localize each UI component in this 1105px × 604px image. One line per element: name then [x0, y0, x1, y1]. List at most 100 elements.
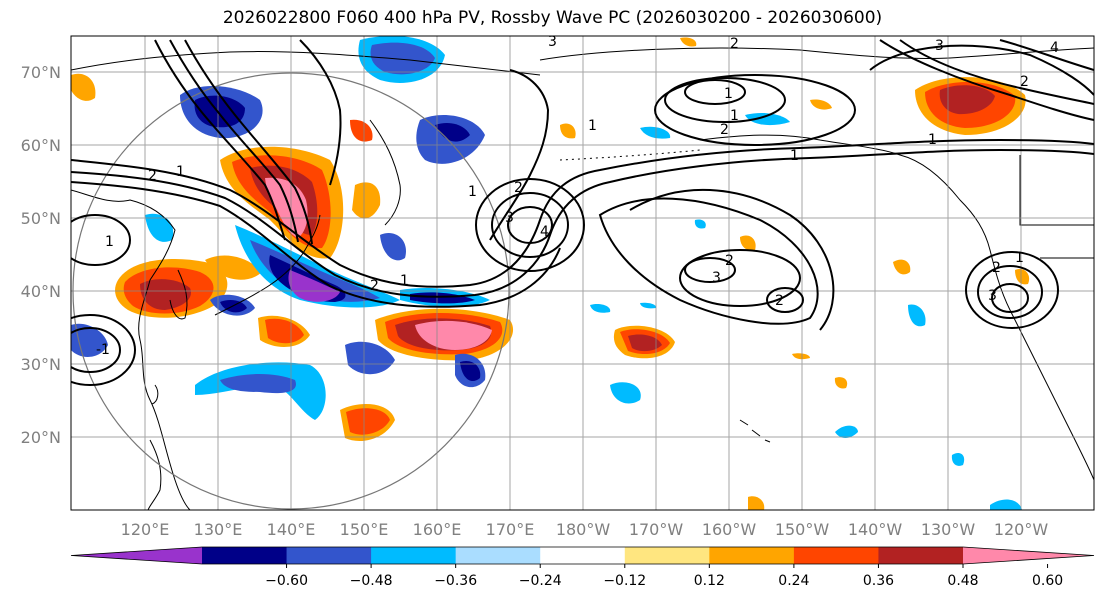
pv-anomaly-negative	[288, 270, 340, 302]
lat-tick-label: 60°N	[21, 136, 61, 155]
contour-closed	[71, 214, 131, 266]
pv-anomaly-negative	[640, 302, 657, 309]
contour-closed	[684, 257, 736, 283]
contour-label: -1	[96, 342, 110, 358]
pv-anomaly-positive	[740, 235, 756, 251]
colorbar-tick-label: 0.36	[863, 573, 894, 589]
pv-anomaly-negative	[345, 341, 395, 375]
contour-label: 2	[992, 260, 1001, 276]
colorbar-extend-min	[71, 547, 202, 564]
colorbar-segment	[540, 547, 626, 564]
contour-closed	[766, 287, 804, 313]
colorbar-tick-label: 0.60	[1032, 573, 1063, 589]
lon-tick-label: 130°E	[194, 520, 243, 539]
korea-coastline	[169, 269, 188, 320]
pv-anomaly-negative	[195, 362, 326, 420]
contour-label: 2	[725, 253, 734, 269]
lat-tick-label: 20°N	[21, 428, 61, 447]
contour-closed	[664, 77, 786, 123]
contour-label: 3	[505, 210, 514, 226]
lat-tick-label: 70°N	[21, 63, 61, 82]
colorbar-segment	[624, 547, 710, 564]
contour-closed	[679, 249, 801, 307]
contour-line	[899, 39, 1094, 105]
pv-anomaly-positive	[834, 377, 848, 389]
contour-line	[71, 148, 1094, 298]
contour-label: 2	[370, 278, 379, 294]
lat-tick-label: 40°N	[21, 282, 61, 301]
pv-anomaly-positive	[560, 123, 576, 139]
colorbar-tick-label: 0.12	[694, 573, 725, 589]
arctic-coastline	[539, 47, 1094, 61]
contour-closed	[977, 265, 1043, 319]
lat-tick-labels: 70°N 60°N 50°N 40°N 30°N 20°N	[21, 63, 61, 447]
contour-closed	[654, 74, 856, 146]
pv-anomaly-negative	[380, 232, 406, 261]
pv-anomaly-positive	[205, 255, 262, 280]
pv-anomaly-positive	[810, 99, 832, 110]
contour-label: 3	[988, 288, 997, 304]
range-circle	[72, 72, 510, 510]
colorbar-extend-max	[963, 547, 1094, 564]
figure-title: 2026022800 F060 400 hPa PV, Rossby Wave …	[222, 8, 883, 28]
contour-line	[629, 188, 835, 331]
pv-anomaly-positive	[893, 259, 911, 275]
contour-label: 2	[514, 180, 523, 196]
pv-anomaly-positive	[1015, 269, 1030, 285]
colorbar-tick-label: 0.48	[947, 573, 978, 589]
pv-anomaly-negative	[145, 213, 174, 242]
kamchatka-coastline	[369, 119, 401, 226]
contour-closed	[71, 327, 121, 373]
contour-closed	[965, 251, 1059, 329]
pv-anomaly-negative	[908, 304, 926, 327]
pv-anomaly-positive	[415, 320, 492, 350]
pv-anomaly-negative	[990, 499, 1022, 510]
lon-tick-labels: 120°E 130°E 140°E 150°E 160°E 170°E 180°…	[121, 520, 1049, 539]
colorbar-tick-label: −0.48	[350, 573, 393, 589]
contour-line	[184, 39, 313, 245]
contour-label: 3	[548, 34, 557, 50]
siberia-coastline	[71, 51, 541, 76]
pv-anomaly-positive	[140, 279, 191, 310]
colorbar-segment	[371, 547, 457, 564]
alaska-coastline	[699, 134, 1094, 481]
pv-anomaly-negative	[694, 219, 706, 229]
pv-anomaly-positive	[346, 408, 390, 435]
hawaii-islands	[739, 419, 771, 443]
contour-closed	[491, 192, 569, 258]
contour-closed	[991, 283, 1029, 313]
contour-label: 2	[148, 168, 157, 184]
lon-tick-label: 180°W	[556, 520, 611, 539]
contour-label: 1	[176, 164, 185, 180]
contour-closed	[507, 206, 553, 244]
colorbar-outline	[70, 546, 1095, 565]
colorbar-segment	[286, 547, 372, 564]
colorbar-segment	[455, 547, 541, 564]
colorbar-segment	[202, 547, 288, 564]
pv-anomaly-negative	[435, 123, 470, 142]
lon-tick-label: 150°W	[775, 520, 830, 539]
pv-anomaly-negative	[220, 374, 296, 394]
contour-label: 1	[790, 148, 799, 164]
lat-tick-label: 50°N	[21, 209, 61, 228]
lon-tick-label: 150°E	[340, 520, 389, 539]
contour-labels: 2 1 3 1 1 2 3 4 1 2 2 3 2 2 1 1 2 1 1 3 …	[96, 34, 1059, 358]
lon-tick-label: 170°E	[486, 520, 535, 539]
pv-anomaly-positive	[792, 353, 810, 360]
contour-label: 2	[720, 122, 729, 138]
contour-label: 2	[730, 36, 739, 52]
colorbar-tick-label: −0.36	[434, 573, 477, 589]
contour-label: 4	[540, 224, 549, 240]
colorbar-tick-label: −0.24	[519, 573, 562, 589]
contour-label: 4	[1050, 40, 1059, 56]
pv-anomaly-positive	[748, 496, 765, 510]
pv-anomaly-positive	[628, 334, 662, 352]
colorbar-tick-label: 0.24	[778, 573, 809, 589]
colorbar: −0.60 −0.48 −0.36 −0.24 −0.12 0.12 0.24 0.36 0.4…	[70, 546, 1095, 589]
canada-border	[1019, 155, 1094, 226]
contour-closed	[71, 314, 136, 386]
pv-anomaly-negative	[640, 126, 671, 139]
lon-tick-label: 120°E	[121, 520, 170, 539]
contour-line	[999, 39, 1094, 71]
